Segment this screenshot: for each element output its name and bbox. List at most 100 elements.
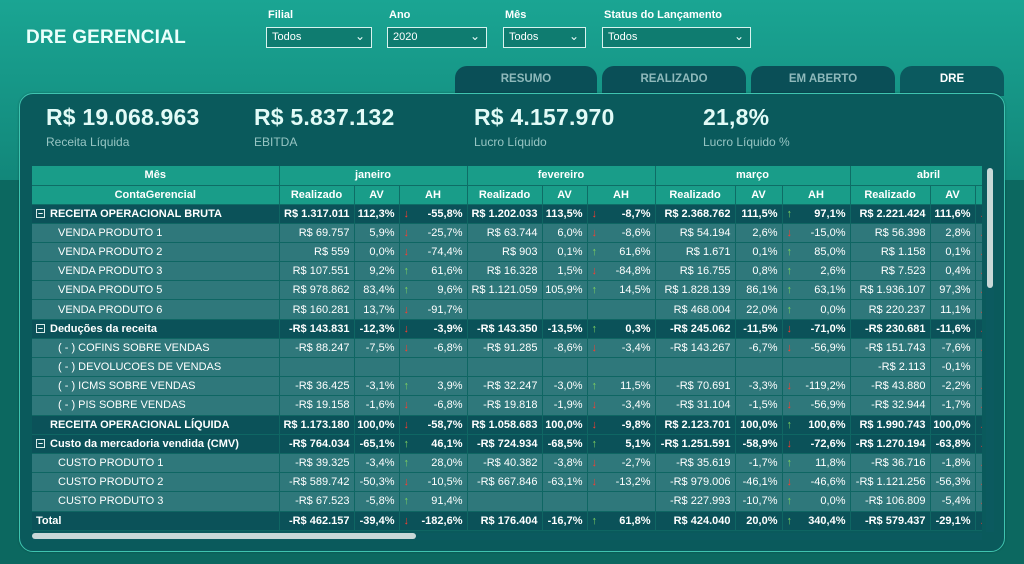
table-row[interactable]: ( - ) ICMS SOBRE VENDAS -R$ 36.425 -3,1% ↑ 3…: [32, 376, 982, 397]
cell-realizado: R$ 2.368.762: [655, 204, 736, 224]
collapse-icon[interactable]: –: [36, 438, 45, 449]
arrow-down-icon: ↓: [980, 323, 983, 335]
table-row[interactable]: VENDA PRODUTO 2 R$ 559 0,0% ↓ -74,4% R$ 903 0,…: [32, 242, 982, 263]
collapse-icon[interactable]: –: [36, 323, 45, 334]
header-month[interactable]: janeiro: [279, 166, 468, 186]
row-name: ( - ) ICMS SOBRE VENDAS: [58, 380, 196, 393]
arrow-down-icon: ↓: [403, 514, 410, 527]
table-row[interactable]: RECEITA OPERACIONAL LÍQUIDA R$ 1.173.180 1…: [32, 415, 982, 435]
cell-realizado: R$ 54.194: [655, 223, 736, 243]
cell-ah: ↑ 61,8%: [587, 511, 656, 531]
header-col[interactable]: AV: [542, 185, 588, 205]
tab-realizado[interactable]: REALIZADO: [602, 66, 746, 94]
header-month[interactable]: abril: [850, 166, 982, 186]
cell-realizado: -R$ 579.437: [850, 511, 931, 531]
header-col[interactable]: Realizado: [655, 185, 736, 205]
cell-ah: ↑ 0,3%: [587, 319, 656, 339]
arrow-down-icon: ↓: [786, 476, 793, 489]
header-month[interactable]: março: [655, 166, 851, 186]
table-row[interactable]: ( - ) DEVOLUCOES DE VENDAS -R$ 2.113 -0,1%: [32, 357, 982, 378]
ah-value: -91,7%: [427, 303, 463, 316]
dre-matrix[interactable]: Mês janeiro fevereiro março abril ContaG…: [32, 166, 982, 532]
cell-ah: ↑ 5,1%: [587, 434, 656, 454]
arrow-up-icon: ↑: [786, 245, 793, 258]
vertical-scrollbar[interactable]: [986, 168, 994, 532]
header-month[interactable]: fevereiro: [467, 166, 656, 186]
header-col[interactable]: Realizado: [279, 185, 355, 205]
cell-ah: ↑ 85,0%: [782, 242, 851, 263]
table-row[interactable]: Total -R$ 462.157 -39,4% ↓ -182,6% R$ 176.404…: [32, 511, 982, 531]
table-row[interactable]: – RECEITA OPERACIONAL BRUTA R$ 1.317.011 11…: [32, 204, 982, 224]
arrow-down-icon: ↓: [591, 418, 598, 431]
filter-status-select[interactable]: Todos ⌄: [602, 27, 751, 48]
table-row[interactable]: VENDA PRODUTO 3 R$ 107.551 9,2% ↑ 61,6% R$ 16…: [32, 261, 982, 282]
cell-ah-partial: ↓: [975, 434, 982, 454]
horizontal-scrollbar[interactable]: [32, 533, 982, 540]
cell-av: -6,7%: [735, 338, 783, 359]
scroll-thumb[interactable]: [32, 533, 416, 539]
filter-filial-select[interactable]: Todos ⌄: [266, 27, 372, 48]
header-col[interactable]: AH: [399, 185, 468, 205]
header-col[interactable]: AV: [735, 185, 783, 205]
header-col[interactable]: AH: [782, 185, 851, 205]
table-row[interactable]: ( - ) COFINS SOBRE VENDAS -R$ 88.247 -7,5%…: [32, 338, 982, 359]
table-row[interactable]: VENDA PRODUTO 5 R$ 978.862 83,4% ↑ 9,6% R$ 1.…: [32, 280, 983, 301]
tab-dre[interactable]: DRE: [900, 66, 1004, 96]
kpi-label: Receita Líquida: [46, 135, 130, 149]
table-row[interactable]: CUSTO PRODUTO 1 -R$ 39.325 -3,4% ↑ 28,0% -R$ …: [32, 453, 982, 474]
row-name: VENDA PRODUTO 2: [58, 245, 163, 258]
scroll-thumb[interactable]: [987, 168, 993, 288]
cell-av: -13,5%: [542, 319, 588, 339]
ah-value: 63,1%: [814, 284, 846, 297]
cell-ah: ↓ -182,6%: [399, 511, 468, 531]
table-row[interactable]: CUSTO PRODUTO 3 -R$ 67.523 -5,8% ↑ 91,4% -R$ …: [32, 491, 982, 512]
row-label: – RECEITA OPERACIONAL BRUTA: [32, 204, 280, 224]
arrow-down-icon: ↓: [786, 380, 793, 393]
table-row[interactable]: CUSTO PRODUTO 2 -R$ 589.742 -50,3% ↓ -10,5% -…: [32, 472, 982, 493]
arrow-down-icon: ↓: [786, 437, 793, 450]
filter-ano-select[interactable]: 2020 ⌄: [387, 27, 487, 48]
header-col[interactable]: AV: [930, 185, 976, 205]
table-row[interactable]: – Deduções da receita -R$ 143.831 -12,3% ↓ -3…: [32, 319, 983, 339]
cell-ah: ↓ -13,2%: [587, 472, 656, 493]
cell-realizado: R$ 2.221.424: [850, 204, 931, 224]
header-col[interactable]: Realizado: [467, 185, 543, 205]
ah-value: -72,6%: [810, 437, 846, 450]
cell-realizado: -R$ 143.267: [655, 338, 736, 359]
kpi-ebitda: R$ 5.837.132 EBITDA: [254, 104, 395, 149]
cell-ah-partial: ↓: [975, 472, 982, 493]
cell-av: -46,1%: [735, 472, 783, 493]
ah-value: -3,4%: [621, 399, 651, 412]
cell-av: 0,1%: [735, 242, 783, 263]
filter-mes-select[interactable]: Todos ⌄: [503, 27, 586, 48]
cell-ah: ↑ 91,4%: [399, 491, 468, 512]
dre-table: Mês janeiro fevereiro março abril ContaG…: [32, 166, 982, 531]
cell-realizado: -R$ 1.251.591: [655, 434, 736, 454]
cell-ah-partial: ↓: [975, 204, 982, 224]
cell-av: -65,1%: [354, 434, 400, 454]
cell-realizado: -R$ 19.818: [467, 395, 543, 416]
arrow-down-icon: ↓: [786, 226, 793, 239]
header-col[interactable]: Realizado: [850, 185, 931, 205]
collapse-icon[interactable]: –: [36, 208, 45, 219]
header-conta[interactable]: ContaGerencial: [32, 185, 280, 205]
cell-realizado: R$ 1.936.107: [850, 280, 931, 301]
table-row[interactable]: VENDA PRODUTO 6 R$ 160.281 13,7% ↓ -91,7% R$ …: [32, 299, 982, 320]
table-row[interactable]: – Custo da mercadoria vendida (CMV) -R$ 76…: [32, 434, 982, 454]
arrow-up-icon: ↑: [591, 284, 598, 297]
tab-em-aberto[interactable]: EM ABERTO: [751, 66, 895, 94]
arrow-down-icon: ↓: [980, 284, 983, 296]
cell-av: 0,1%: [930, 242, 976, 263]
header-col[interactable]: AH: [587, 185, 656, 205]
table-row[interactable]: ( - ) PIS SOBRE VENDAS -R$ 19.158 -1,6% ↓ -6…: [32, 395, 982, 416]
ah-value: -8,7%: [621, 207, 651, 220]
cell-av: 2,8%: [930, 223, 976, 243]
row-label: – Deduções da receita: [32, 319, 280, 339]
header-col[interactable]: AV: [354, 185, 400, 205]
table-row[interactable]: VENDA PRODUTO 1 R$ 69.757 5,9% ↓ -25,7% R$ 63…: [32, 223, 982, 243]
cell-ah-partial: [975, 357, 982, 378]
row-label: ( - ) COFINS SOBRE VENDAS: [32, 338, 280, 359]
tab-resumo[interactable]: RESUMO: [455, 66, 597, 94]
row-label: VENDA PRODUTO 2: [32, 242, 280, 263]
cell-av: -12,3%: [354, 319, 400, 339]
